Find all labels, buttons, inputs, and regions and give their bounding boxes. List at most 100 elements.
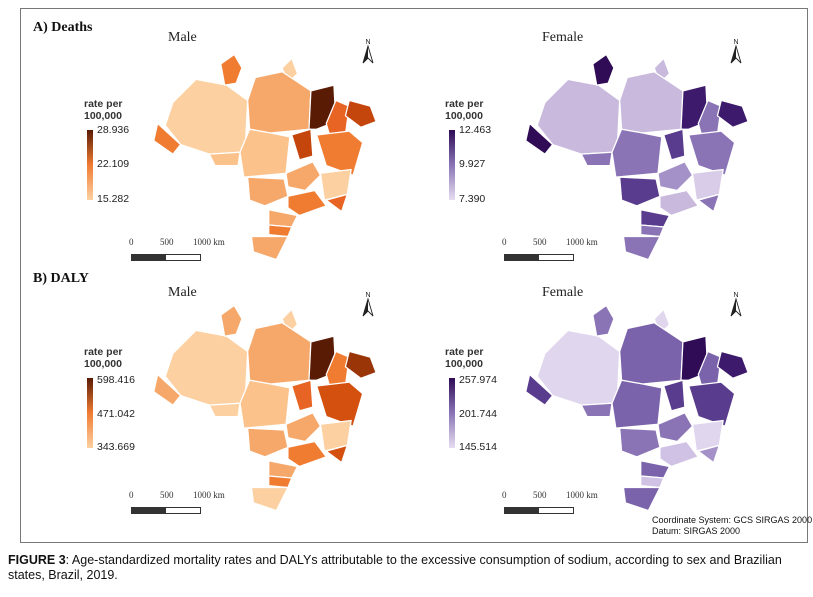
section-title-daly: B) DALY <box>33 271 89 286</box>
state-para <box>247 322 312 385</box>
scale-segment-dark <box>131 507 165 514</box>
scale-label-zero: 0 <box>129 237 134 247</box>
scale-segment-light <box>165 254 201 261</box>
scale-bar: 0 500 1000 km <box>127 237 277 267</box>
scale-label-mid: 500 <box>160 237 174 247</box>
state-northeast-coast <box>716 99 749 128</box>
state-santa-catarina <box>640 224 665 238</box>
legend-max: 257.974 <box>459 374 497 386</box>
coordinate-note: Coordinate System: GCS SIRGAS 2000 Datum… <box>652 515 812 537</box>
scale-bar: 0 500 1000 km <box>500 237 650 267</box>
legend-min: 343.669 <box>97 441 135 453</box>
north-label: N <box>733 292 738 299</box>
state-tocantins <box>663 128 686 161</box>
north-label: N <box>733 39 738 46</box>
north-arrow-icon: N <box>730 292 742 317</box>
state-rio-grande-sul <box>250 235 289 261</box>
north-arrow-icon: N <box>730 39 742 64</box>
scale-segment-dark <box>504 507 538 514</box>
state-northeast-coast <box>716 350 749 379</box>
state-rondonia <box>208 402 241 418</box>
state-rio-espirito <box>697 193 720 213</box>
legend-title: rate per 100,000 <box>84 98 123 122</box>
north-label: N <box>365 292 370 299</box>
map-daly-male <box>153 304 377 512</box>
state-parana <box>640 209 671 228</box>
scale-segment-light <box>538 254 574 261</box>
state-rio-grande-sul <box>622 235 661 261</box>
scale-segment-light <box>165 507 201 514</box>
scale-label-max: 1000 km <box>193 490 225 500</box>
legend-max: 598.416 <box>97 374 135 386</box>
state-mato-grosso-sul <box>619 427 661 458</box>
state-santa-catarina <box>268 475 293 489</box>
north-arrow-icon: N <box>362 292 374 317</box>
north-arrow-icon: N <box>362 39 374 64</box>
state-para <box>247 71 312 134</box>
state-mato-grosso-sul <box>619 176 661 207</box>
coordinate-system: Coordinate System: GCS SIRGAS 2000 <box>652 515 813 525</box>
panel-title-daly-male: Male <box>168 285 197 300</box>
state-rondonia <box>580 402 613 418</box>
state-acre <box>525 122 554 155</box>
state-sao-paulo <box>287 189 327 217</box>
state-tocantins <box>291 379 314 412</box>
state-rio-espirito <box>325 193 348 213</box>
state-sao-paulo <box>287 440 327 468</box>
state-mato-grosso <box>239 379 291 429</box>
state-sao-paulo <box>659 440 699 468</box>
state-rondonia <box>208 151 241 167</box>
caption-text: : Age-standardized mortality rates and D… <box>8 553 782 582</box>
legend-mid: 22.109 <box>97 158 130 170</box>
state-acre <box>525 373 554 406</box>
map-deaths-female <box>525 53 749 261</box>
legend-min: 15.282 <box>97 193 130 205</box>
legend-mid: 9.927 <box>459 158 486 170</box>
scale-label-zero: 0 <box>502 490 507 500</box>
state-northeast-coast <box>344 350 377 379</box>
north-label: N <box>365 39 370 46</box>
state-rio-espirito <box>325 444 348 464</box>
state-santa-catarina <box>268 224 293 238</box>
state-roraima <box>592 53 615 86</box>
scale-segment-dark <box>504 254 538 261</box>
state-santa-catarina <box>640 475 665 489</box>
state-mato-grosso <box>611 379 663 429</box>
datum: Datum: SIRGAS 2000 <box>652 526 741 536</box>
scale-label-mid: 500 <box>160 490 174 500</box>
state-goias <box>657 161 694 192</box>
legend-title: rate per 100,000 <box>445 346 484 370</box>
state-tocantins <box>663 379 686 412</box>
scale-bar: 0 500 1000 km <box>500 490 650 520</box>
legend-max: 12.463 <box>459 124 492 136</box>
legend-title: rate per 100,000 <box>445 98 484 122</box>
map-daly-female <box>525 304 749 512</box>
state-roraima <box>592 304 615 337</box>
legend-mid: 471.042 <box>97 408 135 420</box>
state-roraima <box>220 304 243 337</box>
state-bahia <box>688 381 736 427</box>
legend-mid: 201.744 <box>459 408 497 420</box>
scale-label-zero: 0 <box>502 237 507 247</box>
state-northeast-coast <box>344 99 377 128</box>
legend-min: 145.514 <box>459 441 497 453</box>
state-bahia <box>316 381 364 427</box>
scale-segment-dark <box>131 254 165 261</box>
state-parana <box>640 460 671 479</box>
state-parana <box>268 460 299 479</box>
state-parana <box>268 209 299 228</box>
state-rio-espirito <box>697 444 720 464</box>
state-acre <box>153 122 182 155</box>
panel-title-daly-female: Female <box>542 285 584 300</box>
caption-label: FIGURE 3 <box>8 553 66 567</box>
scale-label-max: 1000 km <box>566 490 598 500</box>
scale-bar: 0 500 1000 km <box>127 490 277 520</box>
figure-caption: FIGURE 3: Age-standardized mortality rat… <box>8 553 808 583</box>
scale-label-max: 1000 km <box>193 237 225 247</box>
panel-title-deaths-male: Male <box>168 30 197 45</box>
panel-title-deaths-female: Female <box>542 30 584 45</box>
state-bahia <box>688 130 736 176</box>
state-mato-grosso <box>239 128 291 178</box>
legend-color-bar <box>87 378 93 448</box>
state-rondonia <box>580 151 613 167</box>
